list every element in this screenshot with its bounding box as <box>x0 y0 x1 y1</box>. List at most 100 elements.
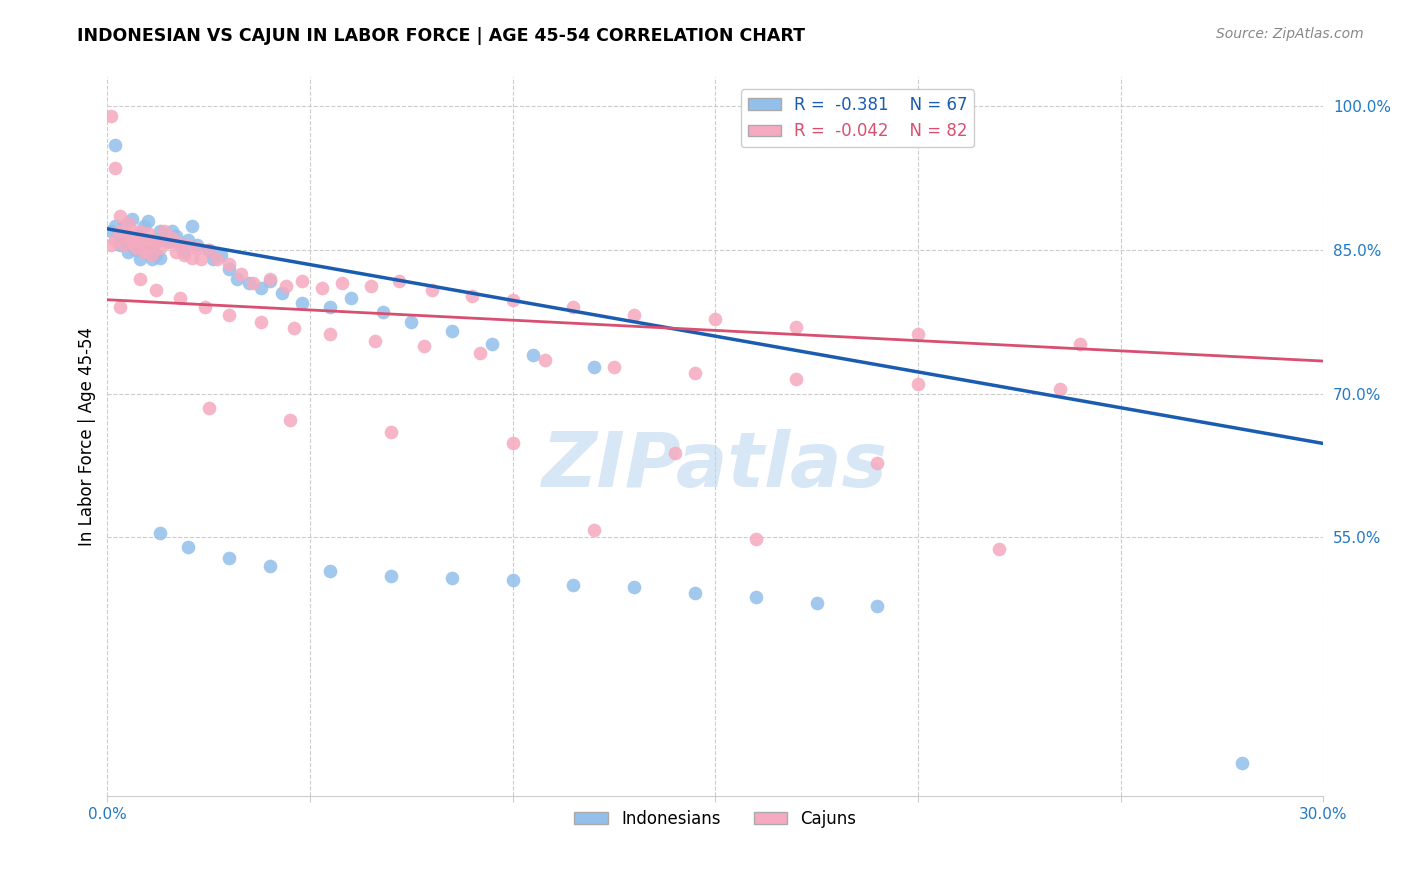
Point <box>218 262 240 277</box>
Point <box>311 281 333 295</box>
Point <box>226 271 249 285</box>
Point <box>197 401 219 415</box>
Point <box>117 231 139 245</box>
Y-axis label: In Labor Force | Age 45-54: In Labor Force | Age 45-54 <box>79 327 96 546</box>
Point <box>194 301 217 315</box>
Point <box>149 224 172 238</box>
Point <box>136 226 159 240</box>
Point <box>278 413 301 427</box>
Point <box>502 436 524 450</box>
Point <box>169 291 191 305</box>
Point <box>112 233 135 247</box>
Point <box>785 372 807 386</box>
Point <box>683 586 706 600</box>
Point <box>603 359 626 374</box>
Point <box>683 366 706 380</box>
Point <box>190 252 212 267</box>
Point <box>562 578 585 592</box>
Point <box>259 559 281 574</box>
Point <box>197 243 219 257</box>
Point <box>562 301 585 315</box>
Point <box>125 243 148 257</box>
Point <box>197 243 219 257</box>
Point <box>388 274 411 288</box>
Point <box>141 243 163 257</box>
Point <box>121 224 143 238</box>
Point <box>186 241 208 255</box>
Point <box>274 279 297 293</box>
Point <box>283 321 305 335</box>
Point <box>412 339 434 353</box>
Point <box>121 212 143 227</box>
Point <box>534 353 557 368</box>
Point <box>173 248 195 262</box>
Point <box>132 231 155 245</box>
Point <box>205 252 228 267</box>
Point <box>332 277 354 291</box>
Point <box>319 327 342 342</box>
Point <box>522 348 544 362</box>
Point <box>108 238 131 252</box>
Point <box>181 251 204 265</box>
Point <box>169 238 191 252</box>
Point <box>461 289 484 303</box>
Point <box>132 244 155 259</box>
Point <box>481 336 503 351</box>
Point <box>201 252 224 267</box>
Point <box>100 224 122 238</box>
Point <box>623 580 645 594</box>
Point <box>112 219 135 233</box>
Point <box>160 224 183 238</box>
Point <box>785 319 807 334</box>
Point <box>104 219 127 233</box>
Point <box>380 568 402 582</box>
Point <box>112 224 135 238</box>
Point <box>250 315 273 329</box>
Point <box>149 251 172 265</box>
Legend: Indonesians, Cajuns: Indonesians, Cajuns <box>568 803 863 835</box>
Point <box>128 235 150 250</box>
Point <box>141 252 163 267</box>
Point <box>440 324 463 338</box>
Point <box>623 308 645 322</box>
Point <box>173 244 195 259</box>
Point <box>704 312 727 326</box>
Point <box>177 238 200 252</box>
Point <box>339 291 361 305</box>
Point <box>502 293 524 307</box>
Point <box>108 301 131 315</box>
Point <box>242 277 264 291</box>
Point <box>231 267 253 281</box>
Point <box>165 244 187 259</box>
Point <box>157 235 180 250</box>
Point <box>104 161 127 176</box>
Point <box>136 241 159 255</box>
Point <box>238 277 260 291</box>
Point <box>218 551 240 566</box>
Point <box>259 271 281 285</box>
Point <box>145 283 167 297</box>
Point <box>745 590 768 604</box>
Point <box>117 216 139 230</box>
Point <box>250 281 273 295</box>
Point <box>160 231 183 245</box>
Point <box>291 274 314 288</box>
Point <box>141 233 163 247</box>
Point <box>149 241 172 255</box>
Point <box>141 248 163 262</box>
Point <box>145 235 167 250</box>
Point <box>125 241 148 255</box>
Text: ZIPatlas: ZIPatlas <box>543 428 889 502</box>
Point <box>145 248 167 262</box>
Point <box>108 210 131 224</box>
Point <box>169 237 191 252</box>
Point <box>364 334 387 348</box>
Point <box>664 446 686 460</box>
Point <box>117 244 139 259</box>
Point <box>502 574 524 588</box>
Point <box>153 231 176 245</box>
Point <box>121 235 143 250</box>
Point <box>988 541 1011 556</box>
Point <box>132 219 155 233</box>
Point <box>177 540 200 554</box>
